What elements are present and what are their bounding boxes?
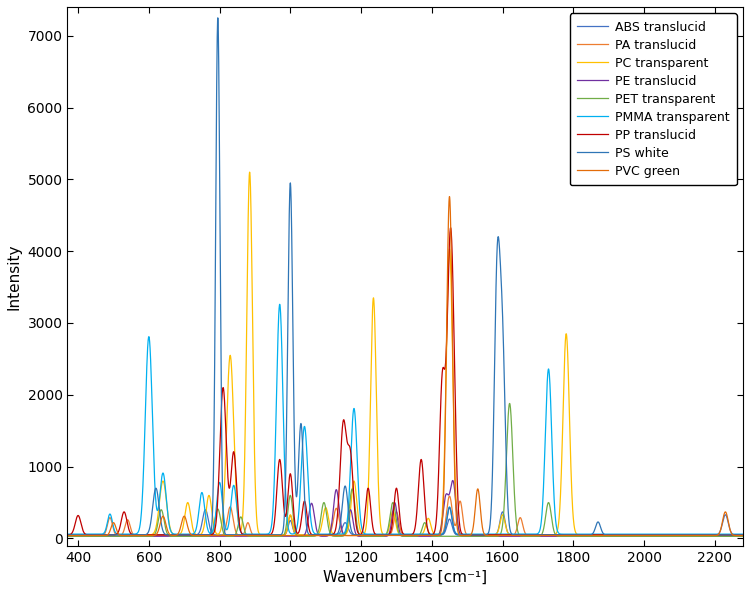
PE translucid xyxy=(63,533,72,540)
ABS translucid xyxy=(739,531,748,538)
PE translucid xyxy=(503,533,512,540)
PA translucid xyxy=(445,493,454,500)
PA translucid xyxy=(63,532,72,539)
ABS translucid xyxy=(63,531,72,538)
PC transparent xyxy=(186,509,195,516)
Line: ABS translucid: ABS translucid xyxy=(68,510,743,535)
Line: PMMA transparent: PMMA transparent xyxy=(68,304,743,534)
PMMA transparent xyxy=(619,530,628,538)
PS white xyxy=(468,531,477,538)
PS white xyxy=(739,531,748,538)
Line: PP translucid: PP translucid xyxy=(68,228,743,535)
PA translucid xyxy=(503,532,512,539)
PP translucid xyxy=(619,531,628,538)
PS white xyxy=(567,531,576,538)
PMMA transparent xyxy=(321,530,330,538)
ABS translucid xyxy=(186,531,195,538)
PVC green xyxy=(567,532,576,539)
Line: PC transparent: PC transparent xyxy=(68,172,743,535)
PE translucid xyxy=(321,533,330,540)
PP translucid xyxy=(503,531,512,538)
ABS translucid xyxy=(619,531,628,538)
PS white xyxy=(503,479,512,486)
PE translucid xyxy=(186,533,195,540)
PC transparent xyxy=(63,531,72,538)
Line: PVC green: PVC green xyxy=(68,197,743,536)
ABS translucid xyxy=(468,531,477,538)
PMMA transparent xyxy=(275,301,284,308)
PC transparent xyxy=(739,531,748,538)
PMMA transparent xyxy=(186,530,195,538)
PP translucid xyxy=(567,531,576,538)
PC transparent xyxy=(503,527,512,535)
PS white xyxy=(63,531,72,538)
PS white xyxy=(186,531,195,538)
PE translucid xyxy=(619,533,628,540)
PVC green xyxy=(63,532,72,539)
PP translucid xyxy=(469,531,478,538)
PS white xyxy=(321,531,330,538)
PP translucid xyxy=(321,531,330,538)
PS white xyxy=(619,531,628,538)
PET transparent xyxy=(506,400,515,407)
PC transparent xyxy=(468,531,477,538)
PET transparent xyxy=(468,533,477,540)
PC transparent xyxy=(321,504,330,511)
PVC green xyxy=(186,530,195,537)
ABS translucid xyxy=(201,506,210,513)
PVC green xyxy=(445,193,454,200)
PC transparent xyxy=(619,531,628,538)
PET transparent xyxy=(186,533,195,540)
PMMA transparent xyxy=(567,530,576,538)
PVC green xyxy=(503,532,512,539)
PET transparent xyxy=(503,442,512,449)
PET transparent xyxy=(619,533,628,540)
PVC green xyxy=(619,532,628,539)
PMMA transparent xyxy=(468,530,477,538)
PMMA transparent xyxy=(63,530,72,538)
ABS translucid xyxy=(321,531,330,538)
PET transparent xyxy=(321,504,330,511)
PP translucid xyxy=(145,531,154,538)
PP translucid xyxy=(739,531,748,538)
PVC green xyxy=(321,532,330,539)
Legend: ABS translucid, PA translucid, PC transparent, PE translucid, PET transparent, P: ABS translucid, PA translucid, PC transp… xyxy=(570,13,736,185)
PC transparent xyxy=(567,486,576,493)
Y-axis label: Intensity: Intensity xyxy=(7,243,22,310)
ABS translucid xyxy=(567,531,576,538)
PP translucid xyxy=(186,531,195,538)
PET transparent xyxy=(739,533,748,540)
PVC green xyxy=(468,526,477,533)
PMMA transparent xyxy=(503,530,512,538)
X-axis label: Wavenumbers [cm⁻¹]: Wavenumbers [cm⁻¹] xyxy=(323,570,488,585)
PE translucid xyxy=(468,533,477,540)
PET transparent xyxy=(63,533,72,540)
PP translucid xyxy=(446,224,455,231)
PE translucid xyxy=(739,533,748,540)
ABS translucid xyxy=(503,527,512,534)
PA translucid xyxy=(619,532,628,539)
Line: PS white: PS white xyxy=(68,18,743,535)
PA translucid xyxy=(186,532,195,539)
PE translucid xyxy=(448,477,458,484)
PMMA transparent xyxy=(739,530,748,538)
PS white xyxy=(213,14,222,21)
PVC green xyxy=(739,532,748,539)
Line: PE translucid: PE translucid xyxy=(68,481,743,536)
PE translucid xyxy=(567,533,576,540)
PET transparent xyxy=(567,533,576,540)
PA translucid xyxy=(321,532,330,539)
PA translucid xyxy=(567,532,576,539)
Line: PET transparent: PET transparent xyxy=(68,403,743,536)
PA translucid xyxy=(468,532,477,539)
PC transparent xyxy=(245,169,254,176)
PA translucid xyxy=(739,532,748,539)
PP translucid xyxy=(63,531,72,538)
Line: PA translucid: PA translucid xyxy=(68,496,743,536)
